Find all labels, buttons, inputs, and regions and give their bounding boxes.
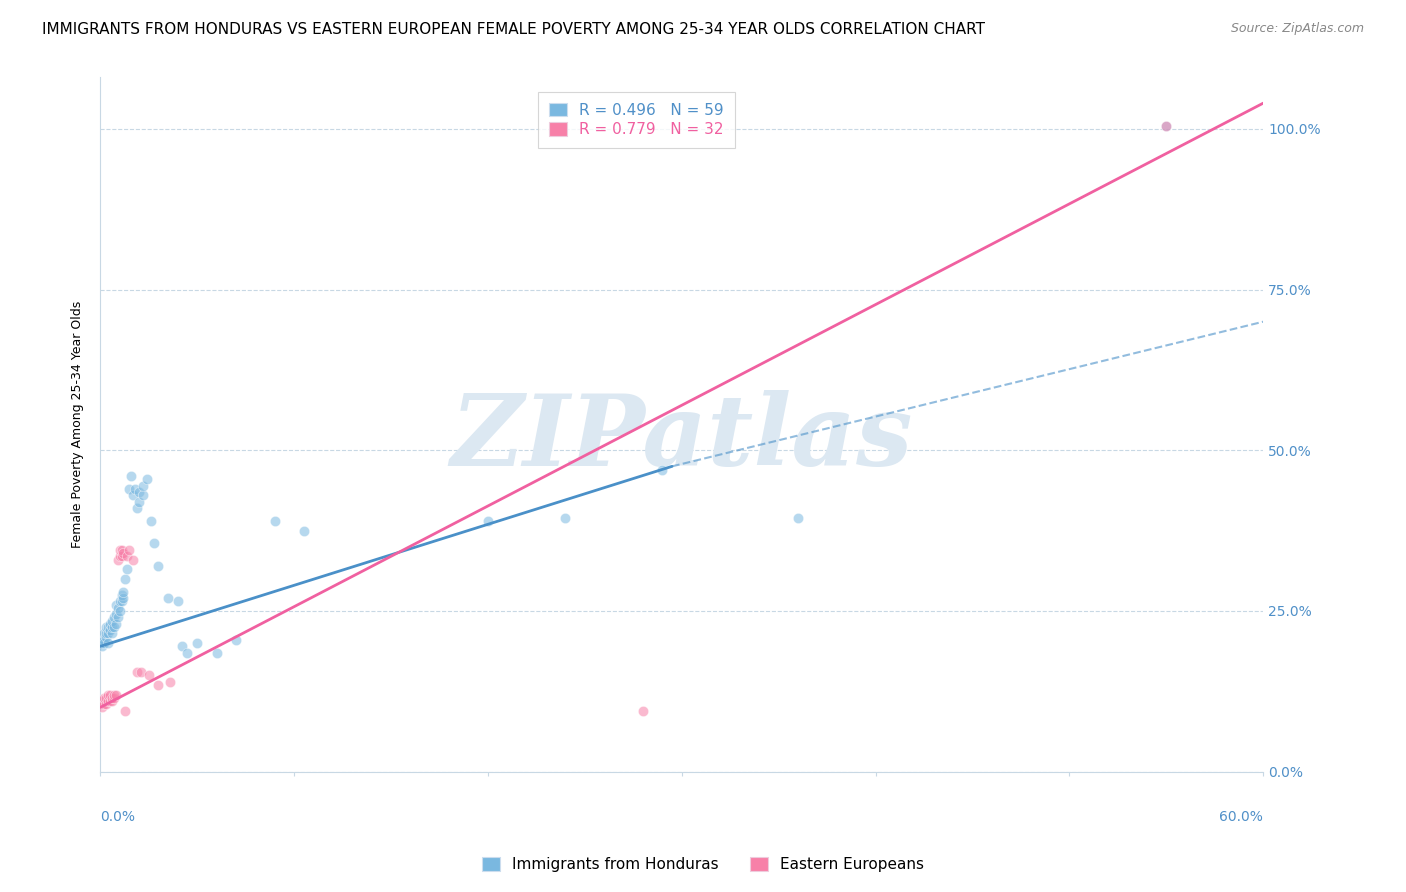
Point <box>101 690 124 705</box>
Point <box>205 646 228 660</box>
Point <box>91 700 114 714</box>
Point <box>101 614 124 628</box>
Point <box>132 488 155 502</box>
Point <box>101 620 124 634</box>
Point <box>104 607 127 622</box>
Y-axis label: Female Poverty Among 25-34 Year Olds: Female Poverty Among 25-34 Year Olds <box>72 301 84 549</box>
Point <box>98 624 121 638</box>
Point <box>651 462 673 476</box>
Point <box>98 694 121 708</box>
Point <box>103 688 125 702</box>
Point <box>554 510 576 524</box>
Point <box>98 616 121 631</box>
Point <box>101 694 124 708</box>
Point <box>148 678 170 692</box>
Point <box>93 690 115 705</box>
Point <box>103 690 125 705</box>
Point <box>98 688 121 702</box>
Point <box>132 478 155 492</box>
Point <box>94 630 117 644</box>
Point <box>112 584 135 599</box>
Point <box>108 549 131 564</box>
Text: IMMIGRANTS FROM HONDURAS VS EASTERN EUROPEAN FEMALE POVERTY AMONG 25-34 YEAR OLD: IMMIGRANTS FROM HONDURAS VS EASTERN EURO… <box>42 22 986 37</box>
Point <box>93 697 115 711</box>
Point <box>97 694 120 708</box>
Point <box>101 626 124 640</box>
Point <box>263 514 285 528</box>
Point <box>128 485 150 500</box>
Point <box>135 472 157 486</box>
Point <box>94 620 117 634</box>
Legend: R = 0.496   N = 59, R = 0.779   N = 32: R = 0.496 N = 59, R = 0.779 N = 32 <box>538 92 735 148</box>
Point <box>138 668 160 682</box>
Point <box>93 626 115 640</box>
Point <box>112 591 135 606</box>
Point <box>125 501 148 516</box>
Point <box>91 640 114 654</box>
Point <box>118 543 141 558</box>
Point <box>117 549 139 564</box>
Point <box>91 694 114 708</box>
Point <box>159 674 181 689</box>
Point <box>110 588 132 602</box>
Point <box>108 594 131 608</box>
Point <box>292 524 315 538</box>
Point <box>122 488 145 502</box>
Point <box>1156 119 1178 133</box>
Point <box>94 690 117 705</box>
Point <box>97 620 120 634</box>
Point <box>125 665 148 679</box>
Point <box>176 646 198 660</box>
Point <box>120 469 142 483</box>
Point <box>94 626 117 640</box>
Point <box>787 510 810 524</box>
Point <box>91 636 114 650</box>
Point <box>477 514 499 528</box>
Point <box>97 688 120 702</box>
Legend: Immigrants from Honduras, Eastern Europeans: Immigrants from Honduras, Eastern Europe… <box>474 849 932 880</box>
Point <box>112 546 135 560</box>
Point <box>97 626 120 640</box>
Point <box>631 704 654 718</box>
Point <box>128 494 150 508</box>
Point <box>108 604 131 618</box>
Point <box>148 559 170 574</box>
Point <box>103 620 125 634</box>
Point <box>139 514 162 528</box>
Point <box>114 704 136 718</box>
Point <box>225 632 247 647</box>
Point <box>157 591 180 606</box>
Point <box>104 616 127 631</box>
Point <box>108 543 131 558</box>
Point <box>114 572 136 586</box>
Point <box>110 549 132 564</box>
Point <box>117 562 139 576</box>
Point <box>170 640 193 654</box>
Point <box>93 636 115 650</box>
Point <box>93 632 115 647</box>
Point <box>143 536 166 550</box>
Point <box>122 552 145 566</box>
Point <box>110 594 132 608</box>
Point <box>103 610 125 624</box>
Point <box>110 543 132 558</box>
Point <box>1156 119 1178 133</box>
Text: ZIPatlas: ZIPatlas <box>450 390 912 487</box>
Point <box>107 552 129 566</box>
Text: 60.0%: 60.0% <box>1219 810 1263 824</box>
Point <box>186 636 208 650</box>
Point <box>104 598 127 612</box>
Text: 0.0%: 0.0% <box>100 810 135 824</box>
Point <box>124 482 146 496</box>
Point <box>91 632 114 647</box>
Point <box>97 636 120 650</box>
Text: Source: ZipAtlas.com: Source: ZipAtlas.com <box>1230 22 1364 36</box>
Point <box>118 482 141 496</box>
Point <box>94 697 117 711</box>
Point <box>104 688 127 702</box>
Point <box>166 594 188 608</box>
Point <box>129 665 152 679</box>
Point <box>107 610 129 624</box>
Point <box>107 600 129 615</box>
